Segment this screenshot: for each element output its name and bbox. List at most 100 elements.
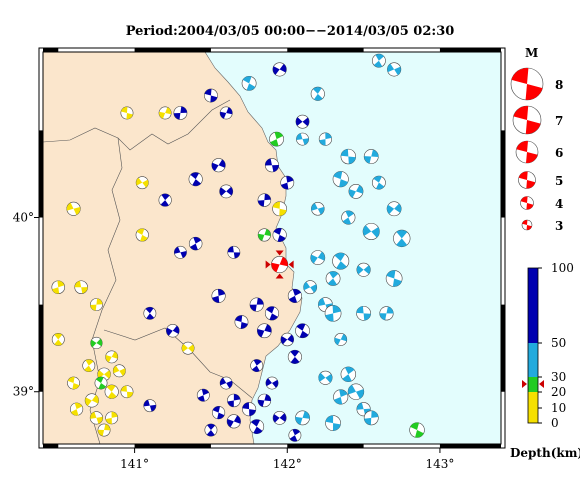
event-beachball [257,228,271,242]
event-beachball [74,280,88,294]
event-beachball [219,106,233,120]
event-beachball [371,175,386,190]
lat-tick-label: 40° [13,211,34,225]
event-beachball [219,376,233,390]
event-beachball [249,419,265,434]
event-beachball [181,341,195,355]
event-beachball [356,402,371,417]
event-beachball [234,315,249,329]
magnitude-legend-ball [512,105,542,135]
event-beachball [325,271,341,286]
event-beachball [219,184,234,199]
event-beachball [393,229,411,248]
magnitude-legend: 8 7 6 5 4 3 [510,67,563,233]
depth-tick-label: 50 [551,336,566,350]
event-beachball [296,132,309,146]
marker-triangle [275,273,284,279]
event-beachball [97,423,111,437]
event-beachball [348,183,364,199]
magnitude-legend-label: 5 [555,174,563,188]
depth-tick-label: 30 [551,370,566,384]
event-beachball [318,132,333,146]
event-beachball [287,349,302,364]
event-beachball [204,88,218,103]
event-beachball [356,262,371,277]
frame-segment [39,130,43,218]
event-beachball [272,227,287,242]
event-beachball [211,406,226,420]
event-beachball [158,106,172,120]
frame-segment [39,304,43,392]
event-beachball [94,376,108,390]
event-beachball [90,336,103,350]
magnitude-legend-ball [518,171,536,189]
event-beachball [356,305,371,321]
event-beachball [143,399,157,413]
event-beachball [272,410,287,425]
event-beachball [227,393,241,408]
magnitude-legend-label: 3 [555,219,563,233]
event-beachball [295,410,310,426]
event-beachball [340,148,357,165]
event-beachball [256,323,272,339]
event-beachball [287,288,302,303]
event-beachball [89,411,104,425]
event-beachball [280,332,295,347]
magnitude-legend-ball [521,219,533,231]
event-beachball [295,323,310,339]
frame-segment [287,444,364,448]
event-beachball [334,333,348,346]
depth-band [528,343,538,377]
event-beachball [158,193,172,207]
event-beachball [362,222,380,240]
lat-tick-label: 39° [13,385,34,399]
depth-marker [539,380,544,388]
event-beachball [112,364,126,378]
event-beachball [332,252,350,270]
event-beachball [105,350,119,364]
event-beachball [166,324,180,338]
event-beachball [257,193,272,207]
marker-triangle [265,260,271,269]
event-beachball [120,385,134,399]
frame-segment [287,48,364,52]
lon-tick-label: 143° [425,457,454,471]
event-beachball [173,245,187,259]
event-beachball [324,304,342,322]
event-beachball [379,306,394,321]
event-beachball [341,210,356,225]
event-beachball [66,201,81,216]
event-beachball [82,359,96,373]
event-beachball [242,402,257,417]
event-beachball [310,250,326,265]
depth-tick-label: 20 [551,385,566,399]
frame-segment [439,444,501,448]
event-beachball [211,158,226,173]
event-beachball [188,236,203,251]
event-beachball [257,393,272,408]
event-beachball [269,131,284,147]
event-beachball [303,280,318,295]
frame-segment [134,444,211,448]
prefecture-boundary [89,137,123,444]
marker-triangle [275,250,284,256]
lon-tick-label: 142° [273,457,302,471]
depth-marker [522,380,527,388]
event-beachball [387,62,402,77]
event-beachball [272,62,287,77]
event-beachball [70,402,84,416]
event-beachball [241,75,257,91]
frame-segment [43,444,59,448]
event-beachball [143,306,157,320]
magnitude-legend-label: 7 [555,114,563,128]
event-beachball [363,149,379,164]
event-beachball [188,172,203,187]
event-beachball [104,384,119,399]
event-beachball [90,298,103,312]
event-beachball [318,370,333,385]
event-beachball [409,422,425,438]
event-beachball [249,297,264,312]
frame-segment [134,48,211,52]
depth-band [528,392,538,423]
